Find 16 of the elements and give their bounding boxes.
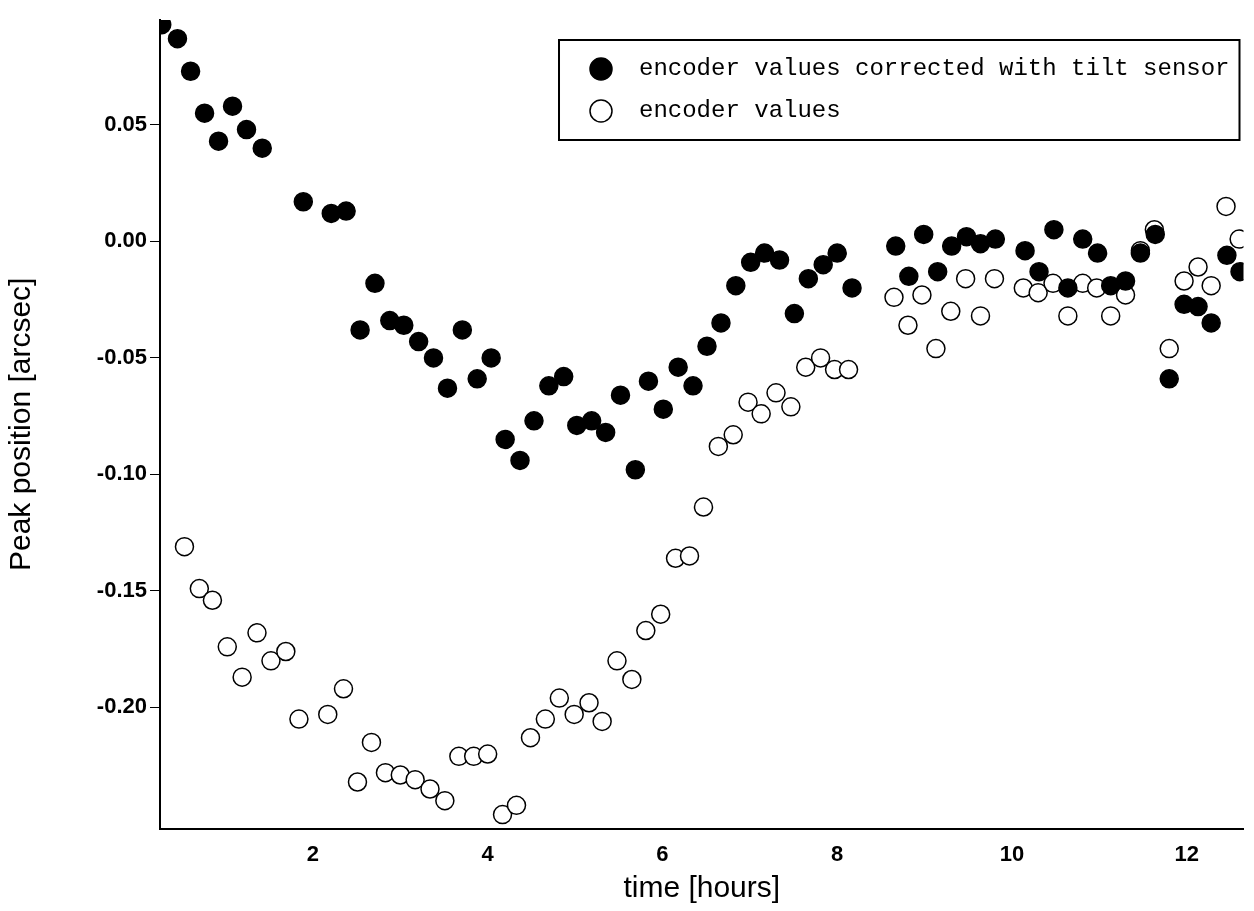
x-tick-label: 4 xyxy=(481,840,495,866)
legend-label: encoder values xyxy=(639,97,841,125)
y-tick-label: 0.05 xyxy=(104,110,147,136)
y-axis-title: Peak position [arcsec] xyxy=(3,277,37,572)
x-tick-label: 10 xyxy=(999,840,1025,866)
y-tick-label: -0.10 xyxy=(96,460,147,486)
x-tick-label: 8 xyxy=(831,840,844,866)
x-axis-title: time [hours] xyxy=(623,870,781,904)
y-tick-label: -0.20 xyxy=(96,693,147,719)
y-tick-label: -0.05 xyxy=(96,343,147,369)
y-tick-label: 0.00 xyxy=(104,227,147,253)
y-tick-label: -0.15 xyxy=(96,576,147,602)
x-tick-label: 6 xyxy=(656,840,669,866)
legend-label: encoder values corrected with tilt sensor xyxy=(639,55,1230,83)
x-tick-label: 12 xyxy=(1174,840,1199,866)
x-tick-label: 2 xyxy=(306,840,320,866)
